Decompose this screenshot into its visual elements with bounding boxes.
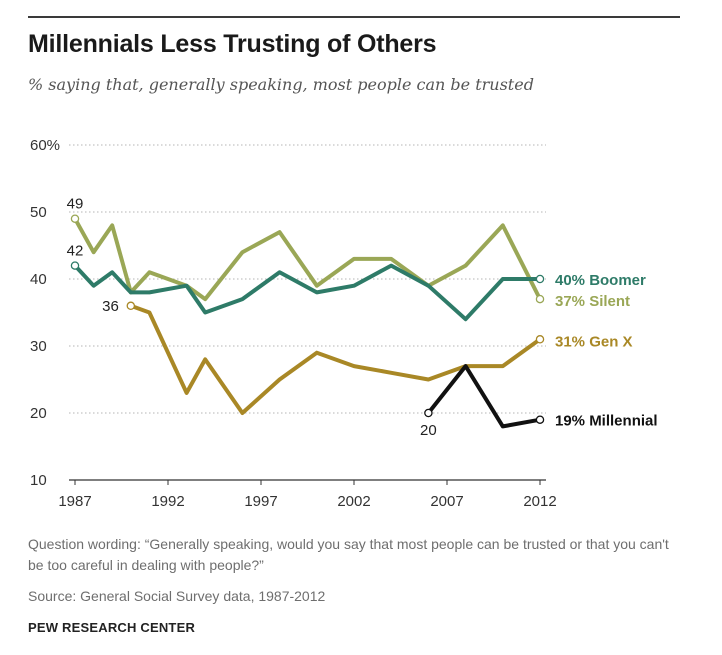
end-label-silent: 37% Silent	[555, 293, 630, 310]
point-millennial-2012	[535, 415, 545, 424]
x-tick-label-2012: 2012	[523, 493, 556, 510]
x-tick-label-1992: 1992	[151, 493, 184, 510]
x-tick-label-1987: 1987	[58, 493, 91, 510]
x-tick-label-1997: 1997	[244, 493, 277, 510]
y-tick-label-40: 40	[30, 271, 47, 288]
end-label-millennial: 19% Millennial	[555, 413, 658, 430]
series-line-millennial	[426, 364, 542, 429]
chart-subtitle: % saying that, generally speaking, most …	[28, 75, 534, 94]
series-line-silent	[73, 216, 542, 302]
question-wording-note: Question wording: “Generally speaking, w…	[28, 536, 669, 573]
y-tick-label-10: 10	[30, 472, 47, 489]
y-tick-label-20: 20	[30, 405, 47, 422]
brand-label: PEW RESEARCH CENTER	[28, 620, 196, 635]
annotation-gen-x-1990: 36	[102, 298, 119, 315]
chart-title: Millennials Less Trusting of Others	[28, 30, 437, 58]
point-silent-1987	[70, 214, 80, 223]
top-rule	[28, 16, 680, 18]
series-line-boomer	[73, 263, 542, 322]
y-tick-label-50: 50	[30, 204, 47, 221]
point-millennial-2006	[424, 408, 433, 418]
annotation-boomer-1987: 42	[67, 243, 84, 260]
point-gen-x-1990	[126, 301, 136, 311]
annotation-silent-1987: 49	[67, 196, 84, 213]
point-gen-x-2012	[535, 335, 545, 344]
point-silent-2012	[535, 294, 545, 304]
x-tick-label-2007: 2007	[430, 493, 463, 510]
point-boomer-1987	[70, 261, 80, 270]
y-tick-label-30: 30	[30, 338, 47, 355]
x-tick-label-2002: 2002	[337, 493, 370, 510]
y-tick-label-60: 60%	[30, 137, 60, 154]
end-label-boomer: 40% Boomer	[555, 272, 646, 289]
annotation-millennial-2006: 20	[420, 422, 437, 439]
source-note: Source: General Social Survey data, 1987…	[28, 588, 326, 604]
point-boomer-2012	[535, 274, 545, 284]
series-line-gen-x	[128, 303, 542, 415]
end-label-gen-x: 31% Gen X	[555, 333, 633, 350]
